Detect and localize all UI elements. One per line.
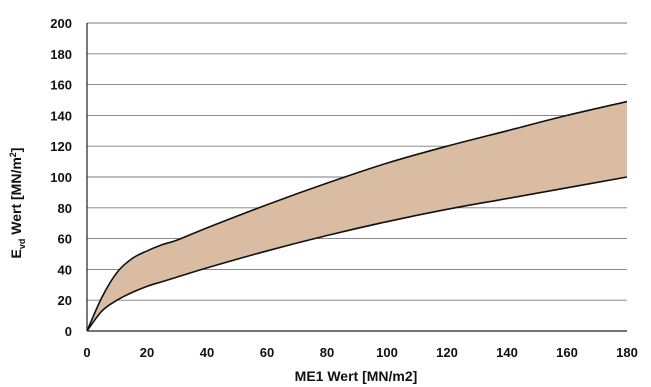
y-axis-label-main: E <box>8 249 24 258</box>
x-tick-label: 0 <box>83 345 90 360</box>
y-tick-label: 140 <box>50 108 72 123</box>
y-tick-label: 100 <box>50 170 72 185</box>
x-tick-label: 120 <box>436 345 458 360</box>
x-tick-label: 80 <box>320 345 334 360</box>
y-tick-label: 0 <box>65 324 72 339</box>
x-axis-label: ME1 Wert [MN/m2] <box>295 368 418 384</box>
x-tick-label: 60 <box>260 345 274 360</box>
x-tick-labels: 0 20 40 60 80 100 120 140 160 180 <box>83 345 637 360</box>
y-tick-label: 80 <box>58 201 72 216</box>
y-tick-label: 40 <box>58 262 72 277</box>
x-tick-label: 160 <box>556 345 578 360</box>
x-tick-label: 20 <box>140 345 154 360</box>
upper-curve <box>86 100 628 332</box>
y-tick-labels: 0 20 40 60 80 100 120 140 160 180 200 <box>50 16 72 339</box>
x-tick-label: 180 <box>616 345 638 360</box>
y-tick-label: 60 <box>58 232 72 247</box>
y-tick-label: 20 <box>58 293 72 308</box>
y-axis-label-end: ] <box>8 148 24 153</box>
x-tick-label: 100 <box>376 345 398 360</box>
x-tick-label: 40 <box>200 345 214 360</box>
y-axis-label-sup: 2 <box>8 152 18 157</box>
y-axis-label: Evd Wert [MN/m2] <box>8 148 27 259</box>
y-axis-label-sub: vd <box>17 239 27 250</box>
range-band <box>87 101 627 331</box>
x-tick-label: 140 <box>496 345 518 360</box>
lower-curve <box>86 176 628 332</box>
y-axis-label-rest: Wert [MN/m <box>8 157 24 238</box>
y-tick-label: 200 <box>50 16 72 31</box>
y-tick-label: 160 <box>50 78 72 93</box>
y-tick-label: 180 <box>50 47 72 62</box>
y-tick-label: 120 <box>50 139 72 154</box>
